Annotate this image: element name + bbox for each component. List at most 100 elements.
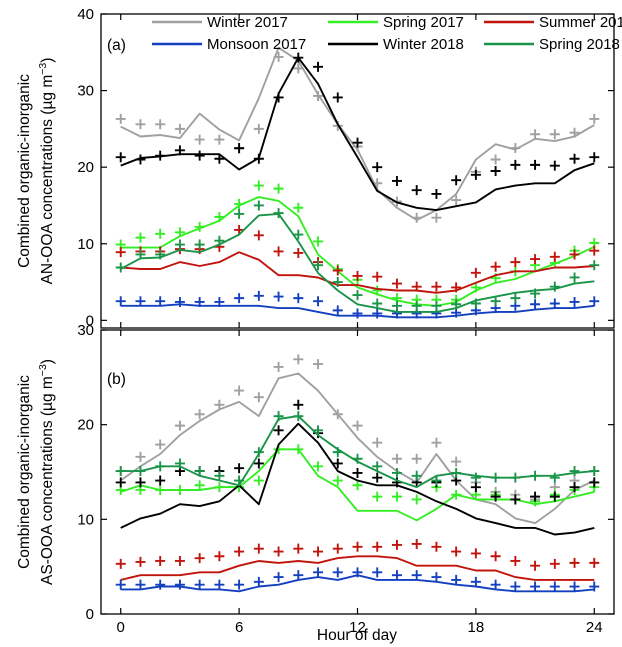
panel-b-marker-summer-2017-12 <box>352 541 363 552</box>
panel-a-marker-winter-2017-1 <box>135 119 146 130</box>
panel-a-marker-spring-2017-2 <box>155 228 166 239</box>
panel-a-marker-monsoon-2017-5 <box>214 296 225 307</box>
panel-a-marker-spring-2018-7 <box>253 200 264 211</box>
panel-b-marker-monsoon-2017-20 <box>510 581 521 592</box>
panel-a-marker-winter-2018-19 <box>490 166 501 176</box>
panel-b-marker-spring-2018-23 <box>569 466 580 477</box>
panel-b-marker-winter-2017-15 <box>411 453 422 464</box>
panel-a-ytick-label-1: 10 <box>77 236 94 253</box>
panel-a-marker-monsoon-2017-13 <box>372 308 383 319</box>
panel-a-marker-spring-2017-10 <box>313 236 324 247</box>
panel-b-marker-monsoon-2017-8 <box>273 572 284 583</box>
panel-a-marker-winter-2018-1 <box>135 154 146 165</box>
panel-b-marker-winter-2018-8 <box>273 425 284 436</box>
panel-a-marker-summer-2017-17 <box>451 282 462 293</box>
panel-a-marker-monsoon-2017-2 <box>155 296 166 307</box>
panel-a-legend: Winter 2017 Spring 2017 Summer 2017 Monsoon… <box>152 14 622 53</box>
panel-b-marker-winter-2017-12 <box>352 420 363 431</box>
panel-a-marker-winter-2018-18 <box>470 169 481 180</box>
panel-b-marker-spring-2018-1 <box>135 466 146 477</box>
panel-b-ylabel-line2: AS-OOA concentrations (µg m−3) <box>37 359 56 585</box>
panel-b-marker-spring-2018-5 <box>214 470 225 481</box>
panel-a-marker-spring-2018-22 <box>549 281 560 292</box>
panel-b-marker-spring-2018-12 <box>352 453 363 464</box>
panel-b-marker-winter-2018-19 <box>490 491 501 502</box>
panel-b-ylabel-line1: Combined organic-inorganic <box>16 375 33 569</box>
panel-b-marker-winter-2018-23 <box>569 482 580 493</box>
panel-a-marker-summer-2017-23 <box>569 249 580 260</box>
panel-a-marker-spring-2017-18 <box>470 282 481 293</box>
panel-b-marker-spring-2017-2 <box>155 484 166 495</box>
panel-a-label: (a) <box>107 37 126 54</box>
panel-a-marker-monsoon-2017-1 <box>135 296 146 307</box>
panel-b-marker-summer-2017-21 <box>530 560 541 571</box>
panel-b-marker-summer-2017-22 <box>549 558 560 569</box>
panel-a-marker-spring-2018-15 <box>411 300 422 311</box>
panel-b-series <box>115 354 600 593</box>
panel-b-marker-winter-2017-4 <box>194 409 205 420</box>
panel-b-marker-spring-2018-21 <box>530 470 541 481</box>
panel-a-series <box>115 46 600 319</box>
panel-b-marker-winter-2017-10 <box>313 359 324 370</box>
panel-a-marker-winter-2018-10 <box>313 61 324 72</box>
panel-b-marker-spring-2018-10 <box>313 425 324 436</box>
panel-a-marker-spring-2018-2 <box>155 249 166 260</box>
panel-b-marker-spring-2017-17 <box>451 489 462 500</box>
panel-a-ytick-label-4: 40 <box>77 6 94 23</box>
panel-b-marker-spring-2018-15 <box>411 470 422 481</box>
panel-b-marker-spring-2017-7 <box>253 475 264 486</box>
panel-a-marker-spring-2017-9 <box>293 202 304 213</box>
panel-a-marker-monsoon-2017-17 <box>451 307 462 318</box>
panel-a-marker-winter-2017-20 <box>510 143 521 154</box>
panel-a-marker-winter-2018-6 <box>234 143 245 154</box>
panel-a-marker-spring-2018-6 <box>234 208 245 219</box>
panel-a-marker-spring-2018-10 <box>313 260 324 271</box>
panel-b-marker-monsoon-2017-7 <box>253 576 264 587</box>
panel-b-ytick-label-1: 10 <box>77 511 94 528</box>
panel-a-marker-winter-2018-8 <box>273 92 284 103</box>
panel-a-marker-monsoon-2017-3 <box>174 296 185 307</box>
panel-b-marker-spring-2018-4 <box>194 466 205 477</box>
panel-b-marker-spring-2018-3 <box>174 458 185 469</box>
panel-b-marker-summer-2017-24 <box>589 557 600 568</box>
panel-b-marker-summer-2017-11 <box>332 543 343 554</box>
panel-a-marker-monsoon-2017-12 <box>352 308 363 319</box>
panel-b-marker-winter-2018-9 <box>293 399 304 410</box>
panel-b-marker-winter-2018-22 <box>549 491 560 502</box>
panel-b-marker-summer-2017-18 <box>470 548 481 559</box>
panel-b-marker-summer-2017-7 <box>253 543 264 554</box>
panel-a-marker-summer-2017-13 <box>372 271 383 282</box>
panel-b-marker-summer-2017-14 <box>391 539 402 550</box>
panel-b-marker-spring-2018-16 <box>431 475 442 486</box>
panel-a-marker-spring-2018-9 <box>293 229 304 240</box>
panel-b-marker-winter-2017-14 <box>391 453 402 464</box>
panel-b-xtick-label-4: 24 <box>586 619 603 636</box>
panel-a-marker-winter-2017-4 <box>194 134 205 145</box>
panel-a-marker-spring-2017-3 <box>174 227 185 238</box>
legend-label-winter-2017: Winter 2017 <box>207 14 288 31</box>
panel-a-ytick-label-2: 20 <box>77 159 94 176</box>
panel-a-line-spring-2018 <box>120 212 595 313</box>
panel-a-marker-spring-2018-3 <box>174 239 185 250</box>
panel-b-marker-monsoon-2017-24 <box>589 581 600 592</box>
panel-b-ytick-label-2: 20 <box>77 417 94 434</box>
panel-a-marker-monsoon-2017-10 <box>313 296 324 307</box>
panel-a-marker-winter-2018-20 <box>510 159 521 170</box>
panel-a-marker-winter-2017-16 <box>431 212 442 223</box>
panel-b-marker-summer-2017-1 <box>135 556 146 567</box>
panel-b-marker-summer-2017-9 <box>293 543 304 554</box>
panel-a-marker-winter-2018-21 <box>530 159 541 170</box>
panel-b-marker-winter-2018-13 <box>372 472 383 483</box>
panel-a-marker-winter-2018-14 <box>391 175 402 186</box>
panel-b-marker-winter-2017-16 <box>431 437 442 448</box>
panel-b-marker-spring-2018-11 <box>332 447 343 458</box>
panel-b-marker-spring-2017-11 <box>332 475 343 486</box>
panel-a-line-winter-2018 <box>120 56 595 212</box>
panel-a-marker-spring-2018-12 <box>352 290 363 301</box>
panel-a-marker-summer-2017-19 <box>490 261 501 272</box>
panel-b-marker-spring-2018-13 <box>372 461 383 472</box>
panel-a-marker-summer-2017-21 <box>530 254 541 265</box>
panel-a-marker-monsoon-2017-24 <box>589 296 600 307</box>
panel-a-marker-winter-2017-19 <box>490 154 501 165</box>
panel-a-marker-winter-2017-0 <box>115 113 126 124</box>
